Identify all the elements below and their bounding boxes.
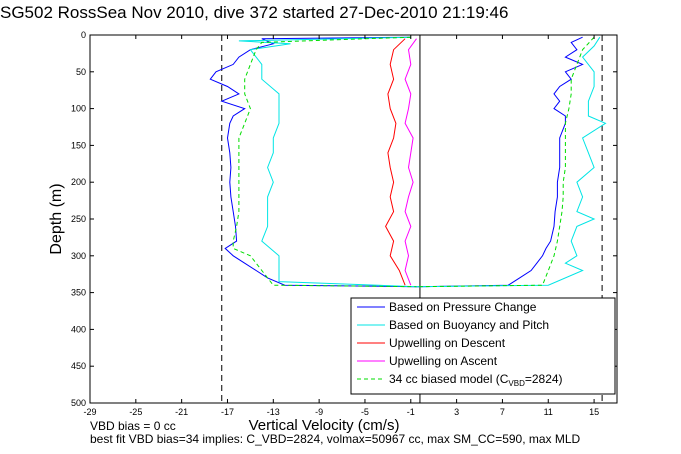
legend: Based on Pressure Change Based on Buoyanc… — [350, 297, 616, 395]
y-tick-label: 100 — [71, 104, 86, 114]
legend-label-3: Upwelling on Descent — [389, 336, 506, 350]
y-tick-label: 350 — [71, 288, 86, 298]
x-tick-label: -5 — [361, 407, 369, 417]
y-tick-label: 150 — [71, 140, 86, 150]
x-axis-label: Vertical Velocity (cm/s) — [249, 417, 400, 434]
y-tick-label: 50 — [76, 67, 86, 77]
series-line-1-segment-2 — [416, 36, 584, 288]
legend-label-2: Based on Buoyancy and Pitch — [389, 318, 549, 332]
y-axis-label: Depth (m) — [48, 183, 65, 254]
series-line-1-segment-1 — [209, 36, 417, 288]
series-line-3-segment-1 — [385, 38, 406, 286]
x-tick-label: -13 — [267, 407, 280, 417]
chart-title: SG502 RossSea Nov 2010, dive 372 started… — [0, 3, 509, 22]
x-tick-label: -17 — [221, 407, 234, 417]
best-fit-note: best fit VBD bias=34 implies: C_VBD=2824… — [90, 432, 581, 446]
y-tick-label: 200 — [71, 177, 86, 187]
x-tick-label: 3 — [454, 407, 459, 417]
x-axis: -29 -25 -21 -17 -13 -9 -5 -1 3 7 11 15 — [83, 35, 599, 417]
x-tick-label: -9 — [315, 407, 323, 417]
series-line-5-segment-2 — [416, 36, 595, 288]
series-line-2-segment-2 — [416, 36, 607, 288]
legend-box — [350, 297, 616, 395]
x-tick-label: 11 — [544, 407, 553, 417]
x-tick-label: -1 — [407, 407, 415, 417]
x-tick-label: -21 — [175, 407, 188, 417]
vbd-bias-note: VBD bias = 0 cc — [90, 419, 176, 433]
y-axis: 0 50 100 150 200 250 300 350 400 450 500 — [71, 30, 617, 408]
x-tick-label: -25 — [129, 407, 142, 417]
y-tick-label: 400 — [71, 324, 86, 334]
y-tick-label: 250 — [71, 214, 86, 224]
x-tick-label: 15 — [589, 407, 599, 417]
legend-label-5: 34 cc biased model (CVBD=2824) — [389, 372, 563, 388]
y-tick-label: 0 — [81, 30, 86, 40]
y-tick-label: 500 — [71, 398, 86, 408]
x-tick-label: 7 — [500, 407, 505, 417]
series-line-5-segment-1 — [232, 36, 417, 288]
y-tick-label: 450 — [71, 361, 86, 371]
y-tick-label: 300 — [71, 251, 86, 261]
series-line-4-segment-1 — [404, 38, 417, 286]
legend-label-4: Upwelling on Ascent — [389, 354, 498, 368]
legend-label-1: Based on Pressure Change — [389, 300, 537, 314]
series-layer — [209, 36, 607, 288]
x-tick-label: -29 — [83, 407, 96, 417]
